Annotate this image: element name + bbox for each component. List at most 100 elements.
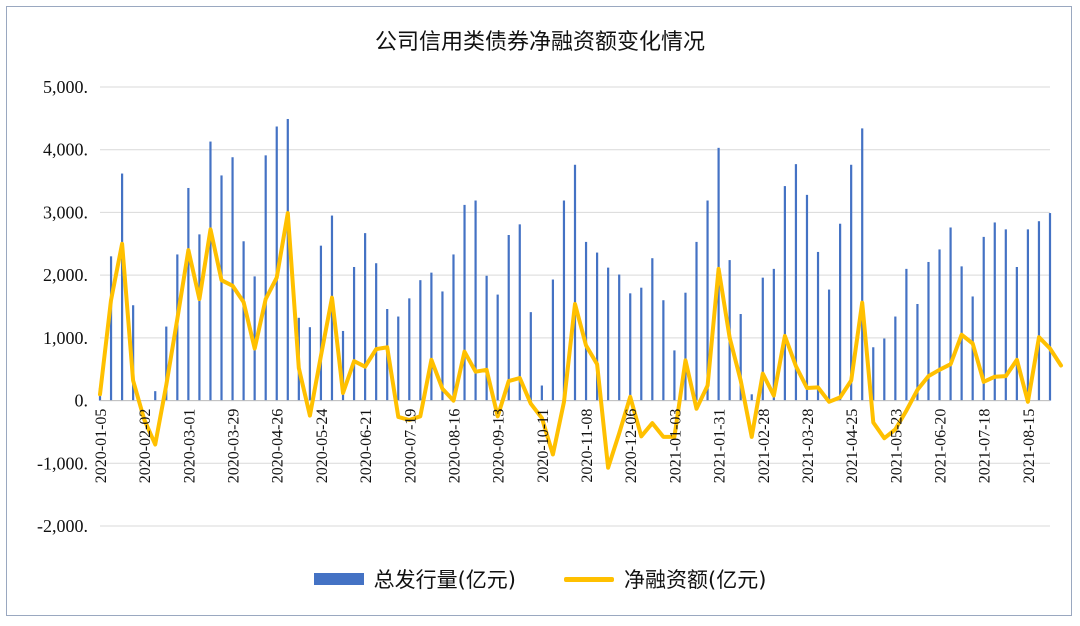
x-tick-label: 2021-01-31 <box>712 409 729 484</box>
legend-swatch-bar <box>313 573 364 585</box>
x-tick-label: 2020-12-06 <box>623 409 640 484</box>
x-tick-label: 2020-08-16 <box>446 409 463 484</box>
x-tick-label: 2021-04-25 <box>844 409 861 484</box>
bar-issuance <box>872 347 875 401</box>
bar-issuance <box>695 241 698 401</box>
bar-issuance <box>894 316 897 401</box>
bar-issuance <box>264 155 267 401</box>
bar-issuance <box>198 234 201 401</box>
x-tick-label: 2020-10-11 <box>535 409 552 483</box>
x-tick-label: 2020-01-05 <box>93 409 110 484</box>
x-tick-label: 2021-07-18 <box>977 409 994 484</box>
x-tick-label: 2020-03-01 <box>181 409 198 484</box>
x-tick-label: 2021-02-28 <box>756 409 773 484</box>
bar-issuance <box>364 233 367 401</box>
bar-issuance <box>551 279 555 401</box>
bar-issuance <box>927 261 930 401</box>
bar-issuance <box>595 252 599 401</box>
bar-issuance <box>805 194 809 401</box>
bar-issuance <box>430 272 433 401</box>
bar-issuance <box>816 251 820 401</box>
y-tick-label: -2,000. <box>37 516 88 536</box>
bar-issuance <box>220 175 223 401</box>
bar-issuance <box>375 263 378 401</box>
bar-issuance <box>154 391 157 401</box>
line-net-financing <box>98 211 1063 470</box>
bar-issuance <box>352 266 356 401</box>
x-tick-label: 2021-05-23 <box>888 409 905 484</box>
bar-issuance <box>165 326 168 401</box>
bar-issuance <box>187 187 190 401</box>
bar-issuance <box>573 164 577 401</box>
bar-issuance <box>993 222 996 401</box>
x-tick-label: 2021-01-03 <box>667 409 684 484</box>
bar-issuance <box>584 241 588 401</box>
legend-swatch-line <box>564 576 614 582</box>
bar-issuance <box>706 200 709 401</box>
x-tick-label: 2020-11-08 <box>579 409 596 483</box>
bar-issuance <box>982 236 985 401</box>
x-tick-label: 2021-03-28 <box>800 409 817 484</box>
x-tick-label: 2020-06-21 <box>358 409 375 484</box>
x-tick-label: 2020-09-13 <box>491 409 508 484</box>
bar-issuance <box>761 277 764 401</box>
chart-frame <box>6 6 1072 616</box>
bar-issuance <box>132 305 135 401</box>
bar-issuance <box>452 254 455 401</box>
bar-issuance <box>850 164 853 401</box>
bar-issuance <box>496 294 499 401</box>
bar-issuance <box>485 275 488 401</box>
bar-issuance <box>529 312 532 401</box>
legend-label-net-financing: 净融资额(亿元) <box>624 568 767 592</box>
bar-issuance <box>827 289 831 401</box>
bar-issuance <box>673 350 676 401</box>
bar-issuance <box>120 173 124 401</box>
bar-issuance <box>408 298 411 401</box>
chart-title: 公司信用类债券净融资额变化情况 <box>374 30 705 55</box>
y-tick-label: -1,000. <box>37 453 88 473</box>
bar-issuance <box>750 394 753 401</box>
bar-issuance <box>275 126 278 401</box>
bar-issuance <box>662 300 665 401</box>
bar-issuance <box>684 292 687 401</box>
x-tick-label: 2020-07-19 <box>402 409 419 484</box>
x-tick-label: 2020-04-26 <box>270 409 287 484</box>
bar-issuance <box>618 274 621 401</box>
x-tick-label: 2021-08-15 <box>1021 409 1038 484</box>
legend: 总发行量(亿元) 净融资额(亿元) <box>0 564 1080 594</box>
bar-issuance <box>883 338 886 401</box>
bar-issuance <box>916 303 919 401</box>
bar-issuance <box>839 223 842 401</box>
bar-issuance <box>1026 229 1030 401</box>
bar-issuance <box>341 330 345 401</box>
bar-issuance <box>518 224 521 401</box>
legend-item-issuance: 总发行量(亿元) <box>313 564 516 594</box>
x-tick-label: 2021-06-20 <box>933 409 950 484</box>
bar-issuance <box>794 164 798 401</box>
bar-issuance <box>739 314 742 401</box>
bar-issuance <box>463 204 466 401</box>
bar-issuance <box>629 293 632 401</box>
bar-issuance <box>861 128 864 401</box>
bar-issuance <box>231 157 234 401</box>
bar-issuance <box>419 280 422 401</box>
bar-issuance <box>286 118 289 401</box>
bar-issuance <box>938 249 941 401</box>
bar-issuance <box>1048 213 1052 401</box>
bar-issuance <box>949 227 952 401</box>
legend-item-net-financing: 净融资额(亿元) <box>564 564 766 594</box>
bar-issuance <box>783 186 786 401</box>
x-tick-label: 2020-02-02 <box>137 409 154 484</box>
bar-issuance <box>397 316 400 401</box>
bar-issuance <box>319 245 323 401</box>
y-tick-label: 1,000. <box>43 328 88 348</box>
bar-issuance <box>474 200 477 401</box>
bar-issuance <box>651 258 654 401</box>
bar-issuance <box>209 141 212 401</box>
bar-issuance <box>562 200 566 401</box>
bar-issuance <box>507 235 510 401</box>
legend-label-issuance: 总发行量(亿元) <box>373 568 516 592</box>
bar-issuance <box>905 268 908 401</box>
bar-issuance <box>1037 221 1041 401</box>
